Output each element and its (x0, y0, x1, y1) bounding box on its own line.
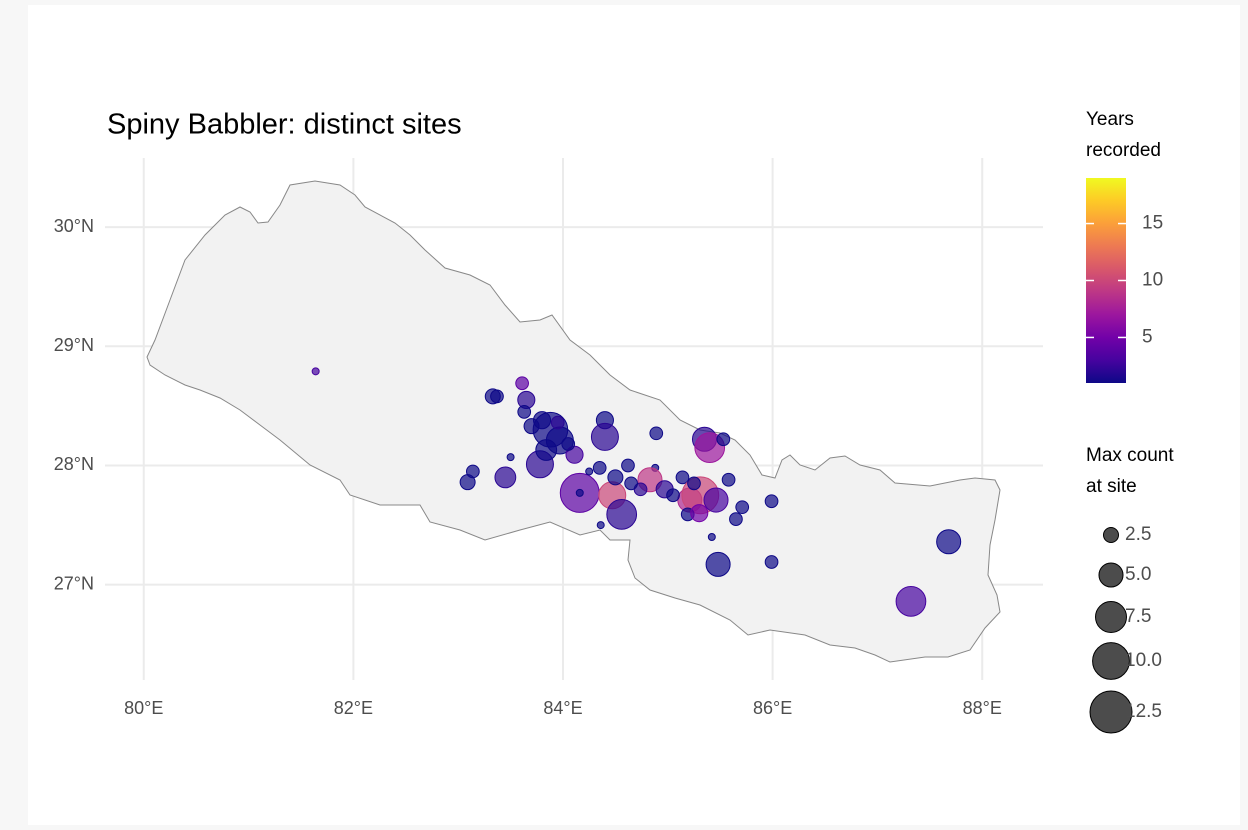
colorbar-label: 10 (1142, 270, 1163, 291)
site-point (575, 488, 584, 497)
site-point (690, 504, 709, 523)
site-point (735, 500, 750, 515)
site-point (590, 422, 619, 451)
size-key (1098, 562, 1124, 588)
size-label: 5.0 (1125, 564, 1151, 585)
site-point (592, 461, 607, 475)
site-point (311, 367, 320, 376)
site-point (490, 389, 504, 404)
site-point (729, 512, 743, 526)
size-label: 12.5 (1125, 701, 1162, 722)
site-point (936, 529, 962, 555)
legend-title: Max count (1086, 445, 1174, 466)
site-point (624, 476, 638, 491)
legend-title: Years (1086, 109, 1134, 130)
size-key (1092, 642, 1130, 680)
site-point (535, 439, 558, 461)
site-point (895, 585, 927, 617)
x-tick-label: 84°E (543, 698, 582, 718)
site-point (707, 532, 716, 541)
size-label: 10.0 (1125, 650, 1162, 671)
y-tick-label: 28°N (54, 454, 94, 474)
country-outline (146, 180, 1001, 663)
site-point (517, 404, 532, 419)
site-point (703, 487, 729, 513)
site-point (607, 469, 624, 486)
size-key (1095, 601, 1127, 633)
site-point (721, 472, 736, 487)
size-key (1089, 690, 1133, 734)
site-point (716, 432, 731, 447)
legend-title: at site (1086, 476, 1137, 497)
site-point (675, 470, 690, 485)
x-tick-label: 88°E (963, 698, 1002, 718)
x-tick-label: 86°E (753, 698, 792, 718)
x-tick-label: 82°E (334, 698, 373, 718)
site-point (666, 488, 680, 503)
site-point (506, 453, 515, 462)
y-tick-label: 27°N (54, 573, 94, 593)
chart-title: Spiny Babbler: distinct sites (107, 109, 462, 141)
y-tick-label: 29°N (54, 335, 94, 355)
site-point (494, 466, 517, 489)
size-label: 2.5 (1125, 524, 1151, 545)
size-label: 7.5 (1125, 606, 1151, 627)
colorbar-label: 5 (1142, 326, 1153, 347)
site-point (550, 415, 565, 430)
site-point (764, 555, 779, 569)
site-point (764, 494, 779, 509)
site-point (561, 437, 576, 451)
site-point (621, 458, 635, 473)
site-point (596, 521, 605, 530)
y-tick-label: 30°N (54, 216, 94, 236)
site-point (606, 498, 638, 530)
site-point (687, 476, 701, 491)
size-key (1102, 526, 1120, 544)
legend-title: recorded (1086, 140, 1161, 161)
site-point (649, 426, 664, 441)
site-point (523, 418, 540, 435)
site-point (515, 376, 529, 391)
site-point (705, 551, 731, 577)
site-point (466, 464, 480, 479)
colorbar-label: 15 (1142, 213, 1163, 234)
x-tick-label: 80°E (124, 698, 163, 718)
site-point (585, 467, 594, 476)
